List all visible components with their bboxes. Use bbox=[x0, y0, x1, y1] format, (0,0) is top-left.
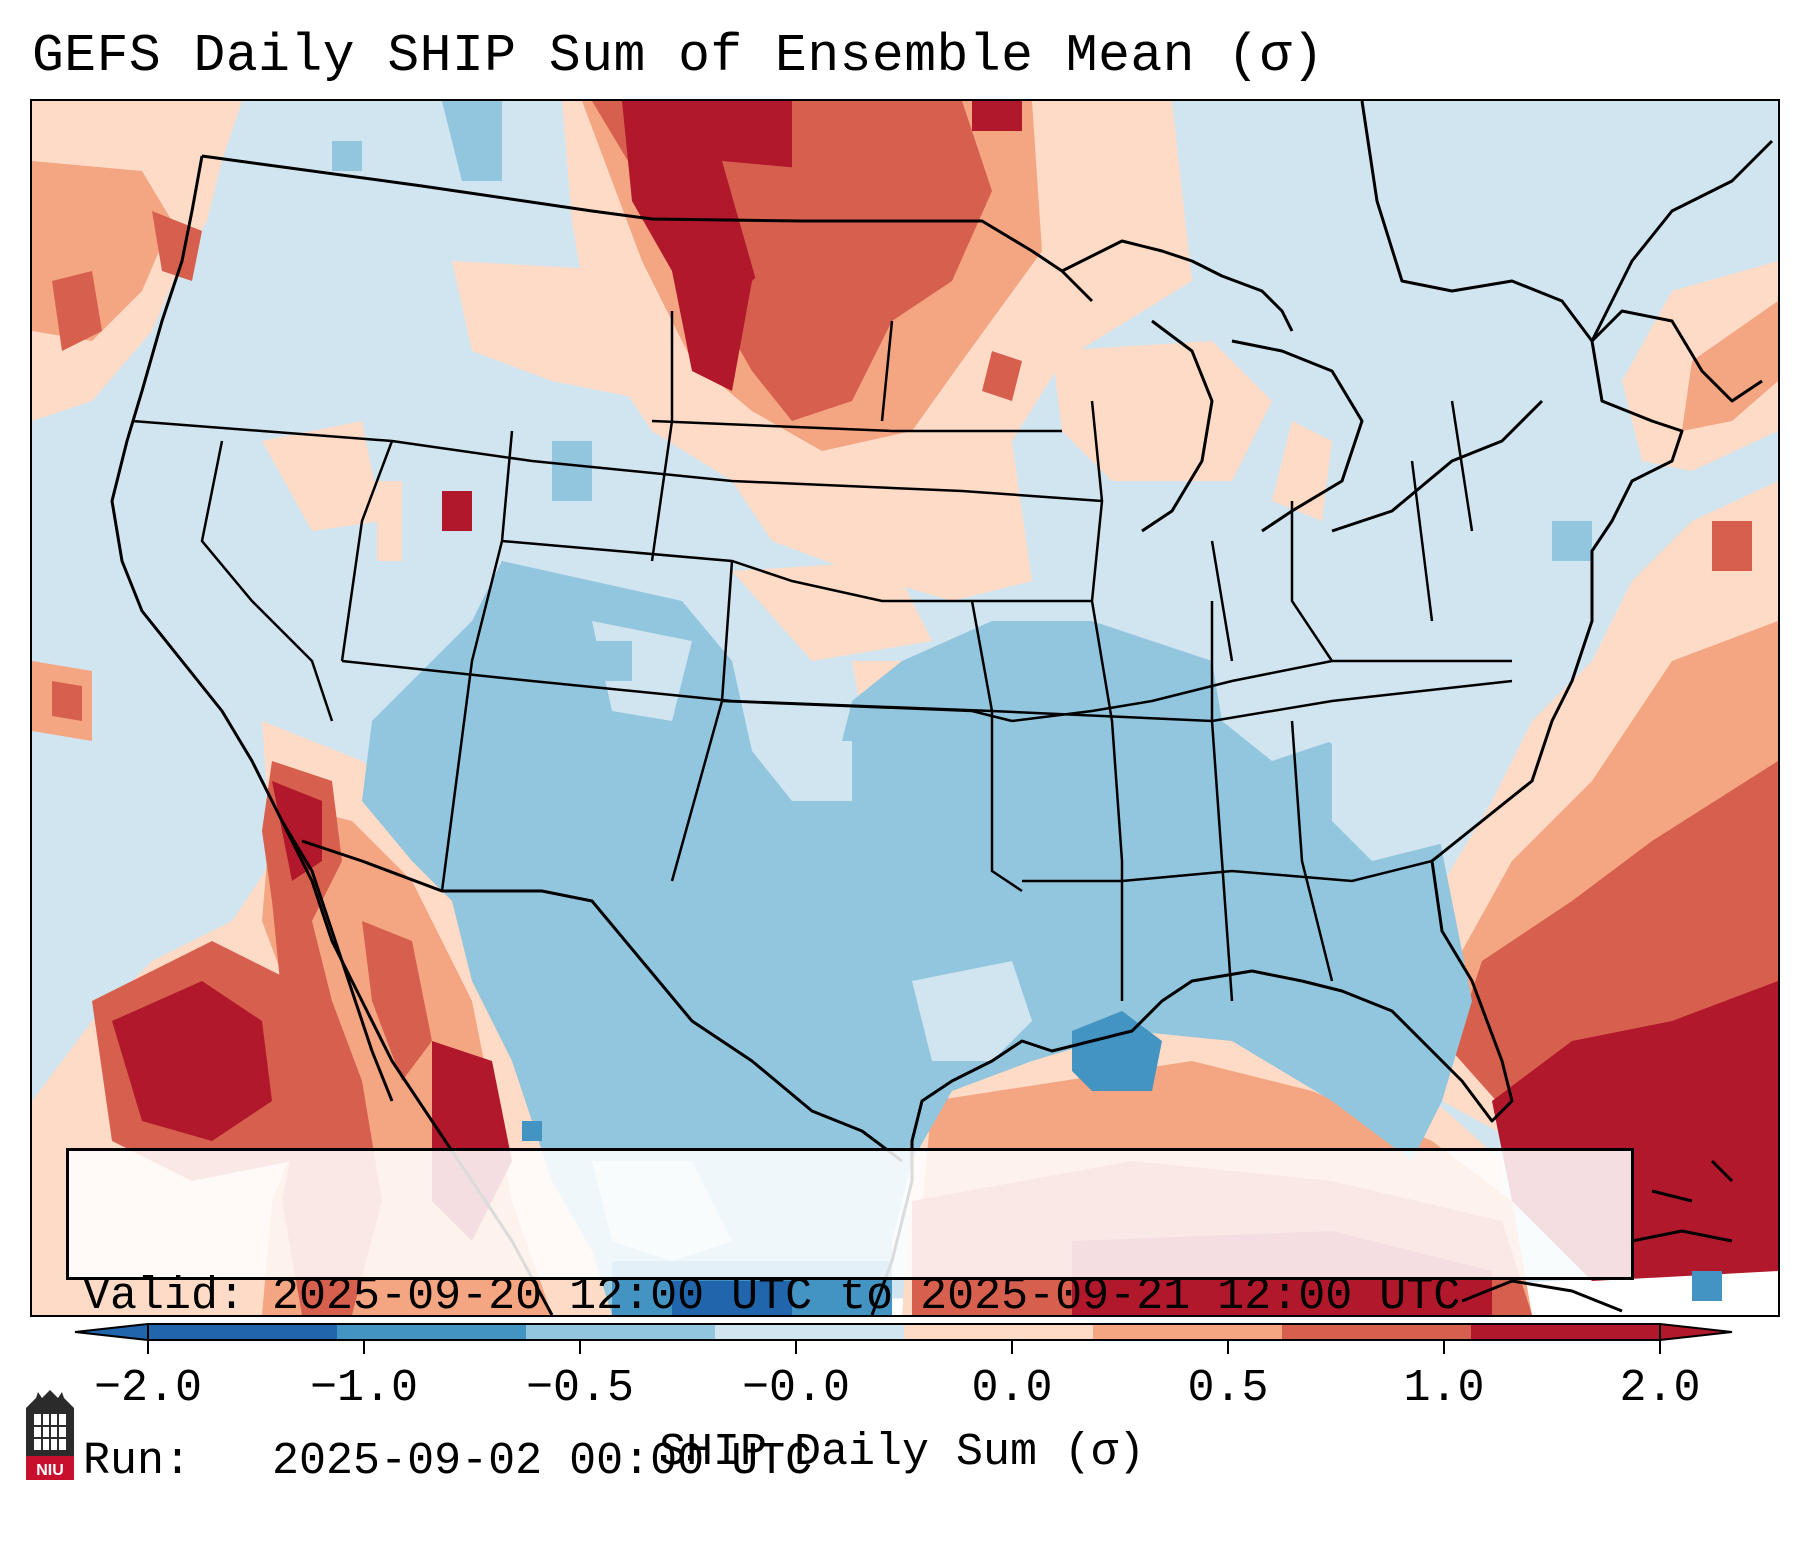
map-panel[interactable] bbox=[30, 99, 1780, 1317]
colorbar bbox=[74, 1322, 1733, 1354]
colorbar-segment bbox=[715, 1324, 905, 1340]
coastlines-and-borders bbox=[110, 101, 1774, 1315]
valid-row: Valid: 2025-09-20 12:00 UTC to 2025-09-2… bbox=[83, 1269, 1631, 1324]
run-label: Run: bbox=[83, 1436, 192, 1487]
colorbar-tick-label: 2.0 bbox=[1619, 1363, 1701, 1414]
colorbar-label: SHIP Daily Sum (σ) bbox=[658, 1427, 1146, 1478]
warm-region-pacific-northwest bbox=[32, 101, 652, 741]
colorbar-under-arrow bbox=[74, 1322, 149, 1342]
cool-region-scattered bbox=[332, 101, 1592, 741]
warm-region-northern-plains bbox=[377, 101, 1332, 716]
colorbar-tick-label: 1.0 bbox=[1403, 1363, 1485, 1414]
colorbar-segments bbox=[148, 1324, 1661, 1340]
colorbar-segment bbox=[1282, 1324, 1472, 1340]
colorbar-segment bbox=[526, 1324, 716, 1340]
map-title: GEFS Daily SHIP Sum of Ensemble Mean (σ) bbox=[32, 26, 1325, 86]
colorbar-segment bbox=[904, 1324, 1094, 1340]
colorbar-segment bbox=[148, 1324, 338, 1340]
colorbar-tick-label: −0.5 bbox=[525, 1363, 635, 1414]
state-borders bbox=[131, 311, 1513, 1002]
run-value: 2025-09-02 00:00 UTC bbox=[272, 1436, 813, 1487]
run-row: Run: 2025-09-02 00:00 UTC bbox=[83, 1434, 1631, 1489]
warm-region-atlantic bbox=[1412, 261, 1778, 1281]
colorbar-over-arrow bbox=[1659, 1322, 1733, 1342]
colorbar-tick-label: 0.5 bbox=[1187, 1363, 1269, 1414]
colorbar-segment bbox=[1471, 1324, 1661, 1340]
colorbar-segment bbox=[337, 1324, 527, 1340]
niu-logo-icon: NIU bbox=[26, 1390, 74, 1480]
colorbar-tick-label: −2.0 bbox=[93, 1363, 203, 1414]
colorbar-tick-label: −0.0 bbox=[741, 1363, 851, 1414]
anomaly-map bbox=[32, 101, 1778, 1315]
logo-text: NIU bbox=[36, 1462, 64, 1479]
valid-info-box: Valid: 2025-09-20 12:00 UTC to 2025-09-2… bbox=[66, 1148, 1634, 1487]
colorbar-tick-label: −1.0 bbox=[309, 1363, 419, 1414]
colorbar-ticks bbox=[147, 1340, 1661, 1354]
valid-value: 2025-09-20 12:00 UTC to 2025-09-21 12:00… bbox=[272, 1271, 1461, 1322]
colorbar-outline bbox=[147, 1323, 1661, 1341]
colorbar-segment bbox=[1093, 1324, 1283, 1340]
valid-label: Valid: bbox=[83, 1271, 246, 1322]
colorbar-tick-label: 0.0 bbox=[971, 1363, 1053, 1414]
